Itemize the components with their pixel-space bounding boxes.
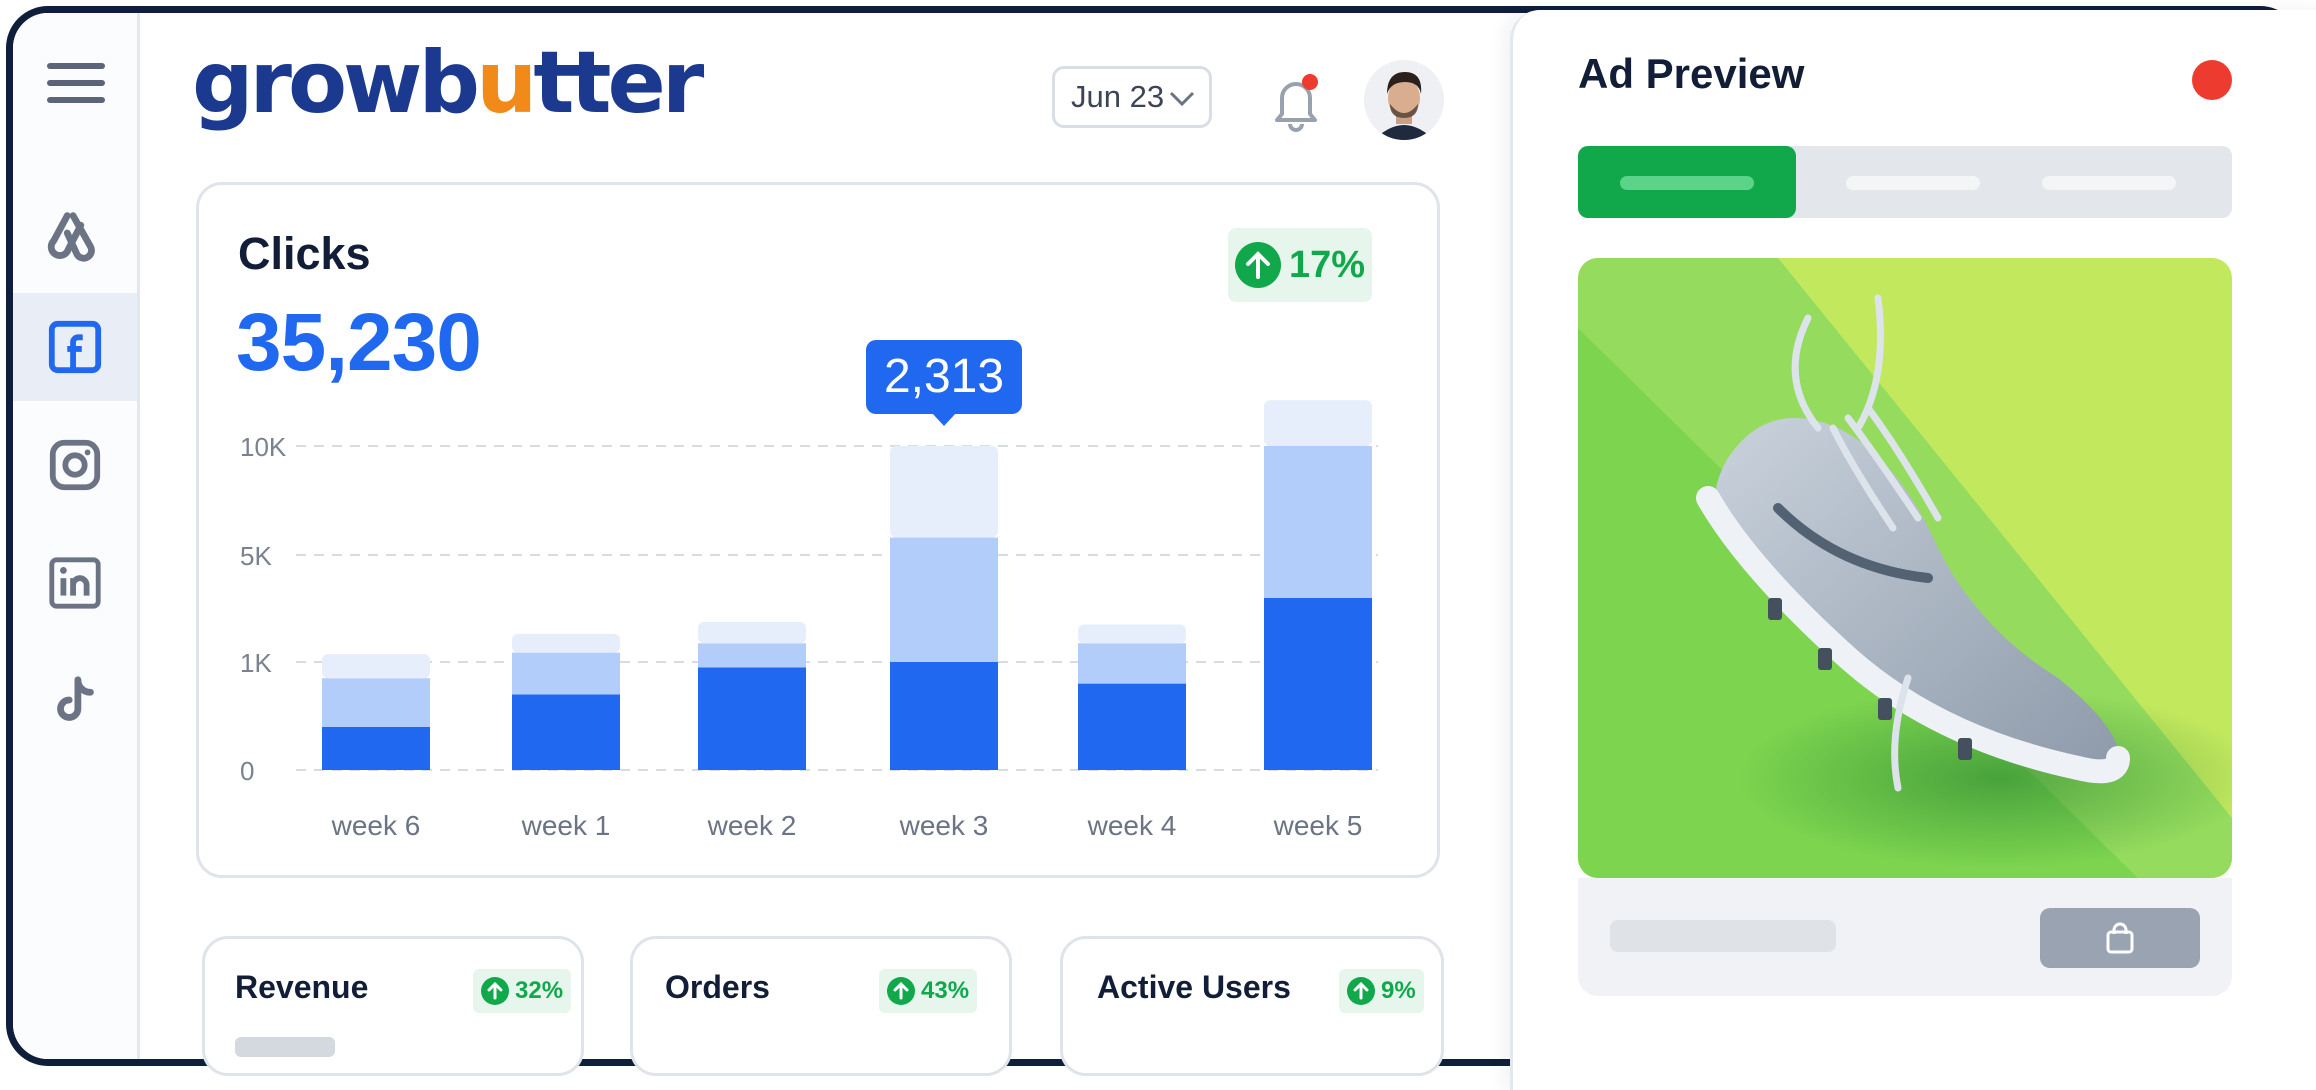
ad-format-tab-3[interactable] bbox=[2014, 146, 2232, 218]
brand-logo[interactable]: growbutter bbox=[192, 33, 704, 133]
clicks-change-value: 17% bbox=[1288, 243, 1366, 286]
chevron-down-icon bbox=[1169, 91, 1195, 107]
bar-segment bbox=[698, 621, 806, 644]
hamburger-menu-icon[interactable] bbox=[47, 63, 105, 103]
arrow-up-icon bbox=[1347, 977, 1375, 1005]
stat-label: Orders bbox=[665, 969, 770, 1005]
bar-segment bbox=[698, 643, 806, 668]
arrow-up-icon bbox=[481, 977, 509, 1005]
date-select[interactable]: Jun 23 bbox=[1052, 66, 1212, 128]
stat-change-badge: 9% bbox=[1339, 969, 1424, 1013]
google-ads-icon bbox=[47, 212, 95, 262]
bar-segment bbox=[698, 667, 806, 770]
sidebar bbox=[13, 13, 140, 1059]
y-tick-label: 0 bbox=[240, 756, 254, 786]
x-tick-label: week 4 bbox=[1087, 810, 1177, 841]
stat-card-active-users[interactable]: Active Users 9% bbox=[1060, 936, 1444, 1076]
stat-change-value: 32% bbox=[515, 977, 564, 1004]
clicks-bar-chart: 0 1K 5K 10K week 6 week 1 week 2 week 3 2,313 wee… bbox=[240, 340, 1378, 841]
arrow-up-icon bbox=[887, 977, 915, 1005]
sidebar-item-google-ads[interactable] bbox=[13, 179, 137, 287]
x-tick-label: week 5 bbox=[1273, 810, 1363, 841]
highlight-label: 2,313 bbox=[884, 350, 1004, 403]
bar-segment bbox=[512, 652, 620, 695]
stat-change-value: 9% bbox=[1381, 977, 1416, 1004]
notification-dot bbox=[1302, 74, 1318, 90]
ad-caption-placeholder bbox=[1610, 920, 1836, 952]
ad-format-tab-2[interactable] bbox=[1796, 146, 2014, 218]
bar-segment bbox=[512, 694, 620, 770]
clicks-total: 35,230 bbox=[236, 297, 482, 388]
x-tick-label: week 3 bbox=[899, 810, 989, 841]
sidebar-item-tiktok[interactable] bbox=[13, 647, 137, 755]
bar-segment bbox=[322, 653, 430, 679]
stat-card-revenue[interactable]: Revenue 32% bbox=[202, 936, 584, 1076]
clicks-change-badge: 17% bbox=[1228, 228, 1372, 302]
shop-button[interactable] bbox=[2040, 908, 2200, 968]
ad-format-tabs bbox=[1578, 146, 2232, 218]
stat-label: Active Users bbox=[1097, 969, 1291, 1005]
avatar-image bbox=[1364, 60, 1444, 140]
stat-placeholder-bar bbox=[235, 1037, 335, 1057]
bar-segment bbox=[1078, 643, 1186, 684]
y-tick-label: 5K bbox=[240, 541, 272, 571]
sidebar-item-instagram[interactable] bbox=[13, 411, 137, 519]
stat-label: Revenue bbox=[235, 969, 369, 1005]
bar-segment bbox=[890, 446, 998, 538]
bar-segment bbox=[890, 537, 998, 662]
stat-change-badge: 32% bbox=[473, 969, 572, 1013]
sidebar-item-facebook[interactable] bbox=[13, 293, 137, 401]
close-dot-icon[interactable] bbox=[2192, 60, 2232, 100]
shopping-bag-icon bbox=[2106, 922, 2134, 954]
clicks-title: Clicks bbox=[238, 228, 371, 279]
highlight-tooltip bbox=[866, 340, 1022, 414]
stat-change-value: 43% bbox=[921, 977, 970, 1004]
linkedin-icon bbox=[49, 557, 101, 609]
sneaker-product-image bbox=[1578, 258, 2232, 878]
tiktok-icon bbox=[57, 676, 94, 721]
stat-card-orders[interactable]: Orders 43% bbox=[630, 936, 1012, 1076]
bell-icon[interactable] bbox=[1268, 72, 1324, 132]
x-tick-label: week 6 bbox=[331, 810, 421, 841]
tooltip-pointer bbox=[932, 413, 956, 426]
bar-segment bbox=[322, 726, 430, 770]
bar-segment bbox=[1078, 683, 1186, 770]
ad-format-tab-1[interactable] bbox=[1578, 146, 1796, 218]
bar-segment bbox=[1264, 400, 1372, 446]
x-tick-label: week 1 bbox=[521, 810, 611, 841]
bar-segment bbox=[890, 662, 998, 770]
instagram-icon bbox=[49, 439, 101, 491]
y-tick-label: 1K bbox=[240, 648, 272, 678]
arrow-up-icon bbox=[1234, 242, 1281, 288]
y-tick-label: 10K bbox=[240, 432, 287, 462]
sidebar-item-linkedin[interactable] bbox=[13, 529, 137, 637]
facebook-icon bbox=[48, 320, 102, 374]
ad-preview-title: Ad Preview bbox=[1578, 50, 1805, 97]
bar-segment bbox=[322, 678, 430, 727]
bar-segment bbox=[512, 633, 620, 653]
stat-change-badge: 43% bbox=[879, 969, 978, 1013]
bar-segment bbox=[1264, 597, 1372, 770]
bar-segment bbox=[1078, 624, 1186, 644]
user-avatar[interactable] bbox=[1364, 60, 1444, 140]
x-tick-label: week 2 bbox=[707, 810, 797, 841]
bar-segment bbox=[1264, 446, 1372, 598]
ad-footer bbox=[1578, 878, 2232, 996]
date-select-value: Jun 23 bbox=[1071, 79, 1165, 114]
